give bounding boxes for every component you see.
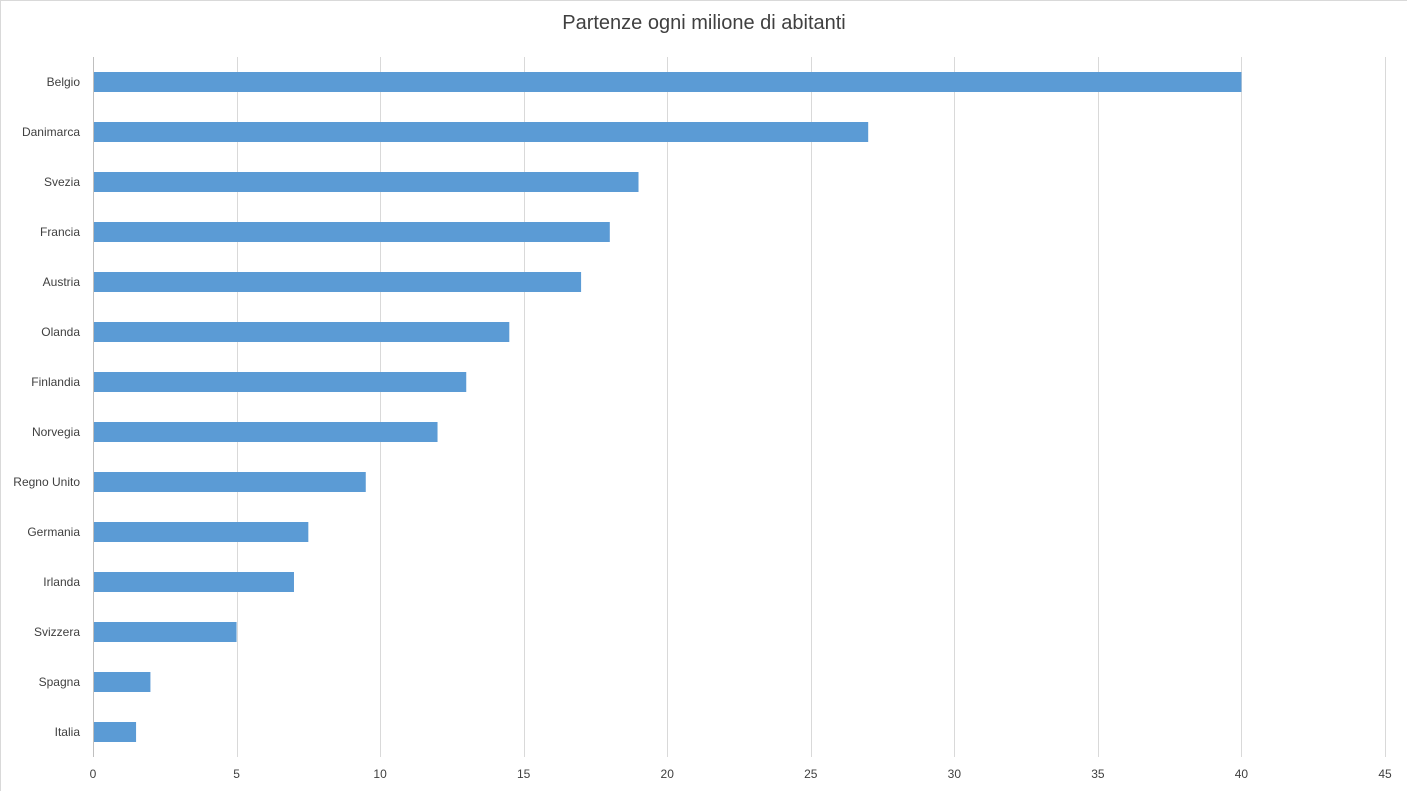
x-tick-label: 45 bbox=[1378, 767, 1392, 781]
y-tick-label: Francia bbox=[40, 225, 80, 239]
y-tick-label: Germania bbox=[27, 525, 80, 539]
x-tick-label: 30 bbox=[948, 767, 962, 781]
bar bbox=[94, 172, 639, 192]
x-tick-label: 10 bbox=[373, 767, 387, 781]
x-tick-label: 25 bbox=[804, 767, 818, 781]
y-tick-label: Finlandia bbox=[31, 375, 80, 389]
bar bbox=[94, 122, 869, 142]
x-tick-label: 5 bbox=[233, 767, 240, 781]
bar bbox=[94, 72, 1242, 92]
y-tick-label: Belgio bbox=[47, 75, 81, 89]
y-tick-label: Irlanda bbox=[43, 575, 80, 589]
bar bbox=[94, 572, 294, 592]
bar bbox=[94, 272, 582, 292]
y-tick-label: Olanda bbox=[41, 325, 80, 339]
y-tick-label: Regno Unito bbox=[13, 475, 80, 489]
chart-title: Partenze ogni milione di abitanti bbox=[562, 12, 846, 34]
x-tick-label: 15 bbox=[517, 767, 531, 781]
y-tick-label: Svezia bbox=[44, 175, 80, 189]
bar bbox=[94, 222, 610, 242]
bar bbox=[94, 472, 366, 492]
bar bbox=[94, 422, 438, 442]
x-tick-label: 35 bbox=[1091, 767, 1105, 781]
bar bbox=[94, 322, 510, 342]
y-tick-label: Danimarca bbox=[22, 125, 80, 139]
y-tick-label: Svizzera bbox=[34, 625, 80, 639]
y-tick-label: Spagna bbox=[39, 675, 81, 689]
y-tick-label: Austria bbox=[43, 275, 81, 289]
bar bbox=[94, 622, 237, 642]
y-tick-label: Italia bbox=[55, 725, 81, 739]
x-tick-label: 0 bbox=[90, 767, 97, 781]
bar bbox=[94, 522, 309, 542]
y-tick-label: Norvegia bbox=[32, 425, 80, 439]
x-tick-label: 40 bbox=[1235, 767, 1249, 781]
bar bbox=[94, 372, 467, 392]
bar bbox=[94, 722, 137, 742]
x-tick-label: 20 bbox=[661, 767, 675, 781]
bar bbox=[94, 672, 151, 692]
